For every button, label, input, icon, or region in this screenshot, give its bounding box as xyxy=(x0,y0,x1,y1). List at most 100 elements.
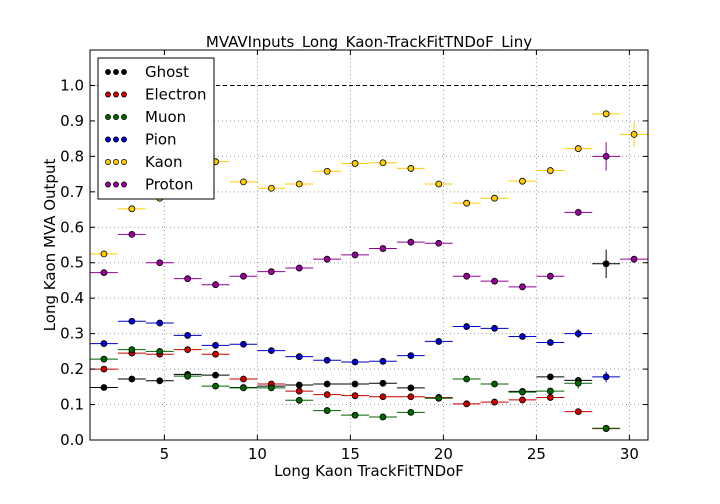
data-point xyxy=(546,373,554,381)
data-point xyxy=(379,357,387,365)
data-point xyxy=(351,358,359,366)
data-point xyxy=(602,110,610,118)
legend-marker xyxy=(113,181,119,188)
data-point xyxy=(602,260,610,268)
data-point xyxy=(491,194,498,202)
data-point xyxy=(128,230,136,238)
data-point xyxy=(546,394,554,401)
data-point xyxy=(267,347,275,355)
y-tick-label: 0.0 xyxy=(60,431,84,449)
data-point xyxy=(156,319,164,327)
y-axis-title: Long Kaon MVA Output xyxy=(41,159,59,332)
data-point xyxy=(156,259,164,267)
data-point xyxy=(546,339,554,346)
y-tick-label: 0.7 xyxy=(60,183,84,201)
data-point xyxy=(519,283,526,291)
data-point xyxy=(630,255,638,263)
data-point xyxy=(184,275,192,283)
data-point xyxy=(267,184,275,192)
plot-frame xyxy=(89,49,649,441)
data-point xyxy=(435,180,443,188)
data-point xyxy=(295,353,303,361)
data-point xyxy=(240,272,247,280)
legend-marker xyxy=(121,69,127,75)
y-tick-label: 0.6 xyxy=(60,218,84,236)
data-point xyxy=(184,372,192,380)
legend-marker xyxy=(113,69,119,75)
x-tick-label: 30 xyxy=(620,445,639,463)
data-point xyxy=(407,165,415,172)
legend-marker xyxy=(105,91,111,98)
data-point xyxy=(379,393,387,401)
data-point xyxy=(295,180,303,188)
legend-marker xyxy=(121,114,127,120)
data-point xyxy=(351,251,359,259)
data-point xyxy=(323,167,331,175)
data-point xyxy=(295,396,303,404)
data-point xyxy=(128,346,136,353)
legend-marker xyxy=(113,114,119,120)
data-point xyxy=(491,324,498,332)
legend-label: Ghost xyxy=(145,63,189,81)
data-point xyxy=(295,387,303,395)
data-point xyxy=(240,340,247,348)
data-point xyxy=(184,332,192,339)
x-tick-label: 5 xyxy=(160,445,170,463)
data-point xyxy=(463,400,471,408)
data-point xyxy=(435,239,443,247)
data-point xyxy=(463,272,471,280)
data-point xyxy=(323,407,331,414)
data-point xyxy=(546,387,554,395)
data-point xyxy=(156,347,164,355)
legend-marker xyxy=(113,136,119,143)
data-point xyxy=(519,333,526,340)
data-point xyxy=(602,152,610,160)
data-point xyxy=(379,159,387,167)
data-point xyxy=(407,384,415,392)
data-point xyxy=(546,272,554,280)
data-point xyxy=(574,208,582,216)
legend-marker xyxy=(121,181,127,188)
data-point xyxy=(519,388,526,396)
data-point xyxy=(491,380,498,388)
data-point xyxy=(379,245,387,252)
legend-marker xyxy=(105,136,111,143)
data-point xyxy=(463,323,471,330)
data-point xyxy=(435,338,443,345)
y-tick-label: 0.9 xyxy=(60,112,84,130)
data-point xyxy=(184,346,192,353)
data-point xyxy=(351,392,359,400)
x-axis-title: Long Kaon TrackFitTNDoF xyxy=(274,462,464,480)
data-point xyxy=(463,375,471,383)
data-points xyxy=(90,110,648,433)
data-point xyxy=(407,238,415,246)
x-tick-label: 15 xyxy=(341,445,360,463)
data-point xyxy=(128,375,136,383)
data-point xyxy=(323,255,331,263)
data-point xyxy=(379,379,387,387)
data-point xyxy=(240,375,247,383)
data-point xyxy=(323,356,331,364)
series-muon xyxy=(90,346,621,432)
x-tick-label: 20 xyxy=(434,445,453,463)
legend-marker xyxy=(105,114,111,120)
x-tick-label: 10 xyxy=(248,445,267,463)
data-point xyxy=(267,268,275,275)
y-tick-label: 0.4 xyxy=(60,289,84,307)
data-point xyxy=(240,384,247,392)
data-point xyxy=(491,277,498,285)
data-point xyxy=(602,424,610,432)
data-point xyxy=(100,384,108,391)
data-point xyxy=(212,281,219,289)
legend-label: Electron xyxy=(145,86,207,104)
y-tick-label: 0.1 xyxy=(60,396,84,414)
data-point xyxy=(351,160,359,167)
data-point xyxy=(100,269,108,277)
data-point xyxy=(630,130,638,138)
y-tick-label: 1.0 xyxy=(60,76,84,94)
data-point xyxy=(519,177,526,185)
data-point xyxy=(602,373,610,381)
data-point xyxy=(100,250,108,258)
data-point xyxy=(100,365,108,373)
legend-box xyxy=(97,57,215,200)
